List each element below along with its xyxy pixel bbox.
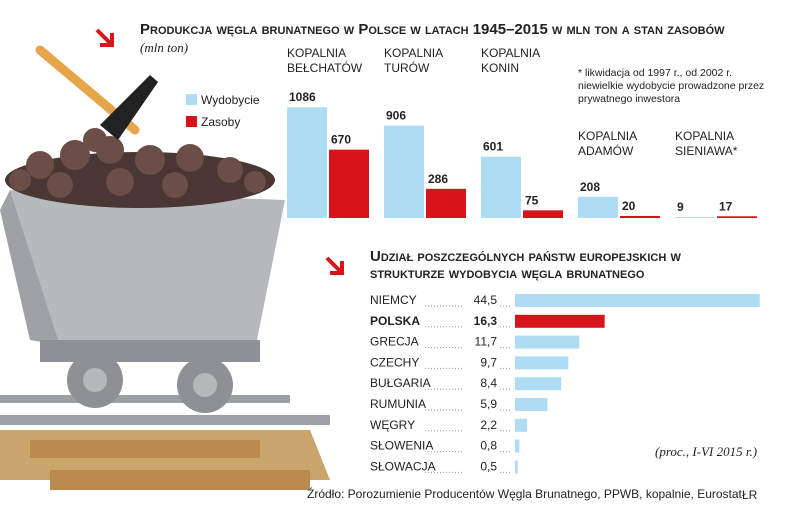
data-label: 2,2 <box>480 418 497 432</box>
data-label: 5,9 <box>480 397 497 411</box>
legend-swatch <box>186 94 197 105</box>
data-label: 8,4 <box>480 376 497 390</box>
bar <box>578 196 618 218</box>
data-label: 9 <box>677 200 684 214</box>
illustration <box>0 45 330 490</box>
legend-label: Zasoby <box>201 115 240 129</box>
data-label: 601 <box>483 140 503 154</box>
data-label: 0,8 <box>480 439 497 453</box>
bar <box>515 439 520 453</box>
category-label: WĘGRY <box>370 418 415 432</box>
bar <box>481 156 521 218</box>
credit: ŁR <box>742 488 758 502</box>
legend-label: Wydobycie <box>201 93 260 107</box>
data-label: 1086 <box>289 90 316 104</box>
category-label: GRECJA <box>370 335 419 349</box>
bar <box>426 188 466 218</box>
bar <box>620 215 660 218</box>
data-label: 20 <box>622 199 636 213</box>
bar <box>515 418 528 432</box>
bar <box>515 398 548 411</box>
category-label: KOPALNIA BEŁCHATÓW <box>287 46 363 75</box>
bar <box>329 149 369 218</box>
chart-title: Produkcja węgla brunatnego w Polsce w la… <box>140 21 725 38</box>
bar <box>287 107 327 218</box>
data-label: 16,3 <box>474 314 498 328</box>
bar <box>675 217 715 218</box>
category-label: NIEMCY <box>370 293 417 307</box>
category-label: KOPALNIA TURÓW <box>384 46 446 75</box>
bar <box>717 216 757 218</box>
data-label: 906 <box>386 109 406 123</box>
category-label: KOPALNIA KONIN <box>481 46 543 75</box>
data-label: 286 <box>428 172 448 186</box>
bar <box>515 377 562 391</box>
bar <box>515 314 605 328</box>
data-label: 17 <box>719 199 733 213</box>
category-label: KOPALNIA ADAMÓW <box>578 129 640 158</box>
chart-subtitle: (mln ton) <box>140 40 189 55</box>
bar <box>523 210 563 218</box>
data-label: 208 <box>580 180 600 194</box>
category-label: CZECHY <box>370 355 419 369</box>
data-label: 9,7 <box>480 355 497 369</box>
data-label: 75 <box>525 193 539 207</box>
bar <box>384 125 424 218</box>
category-label: KOPALNIA SIENIAWA* <box>675 129 738 158</box>
source: Źródło: Porozumienie Producentów Węgla B… <box>307 486 743 501</box>
bar <box>515 356 569 370</box>
bar <box>515 294 760 307</box>
category-label: BUŁGARIA <box>370 376 431 390</box>
bar <box>515 335 580 349</box>
category-label: POLSKA <box>370 314 420 328</box>
chart-title: Udział poszczególnych państw europejskic… <box>370 248 681 282</box>
data-label: 11,7 <box>475 335 498 349</box>
category-label: RUMUNIA <box>370 397 426 411</box>
category-label: SŁOWENIA <box>370 439 433 453</box>
data-label: 670 <box>331 133 351 147</box>
category-label: SŁOWACJA <box>370 459 436 473</box>
bar <box>515 460 518 474</box>
annotation: (proc., I-VI 2015 r.) <box>655 444 758 459</box>
annotation: * likwidacja od 1997 r., od 2002 r. niew… <box>578 67 765 105</box>
data-label: 0,5 <box>480 459 497 473</box>
legend-swatch <box>186 116 197 127</box>
arrow-icon <box>95 28 344 275</box>
data-label: 44,5 <box>474 293 498 307</box>
